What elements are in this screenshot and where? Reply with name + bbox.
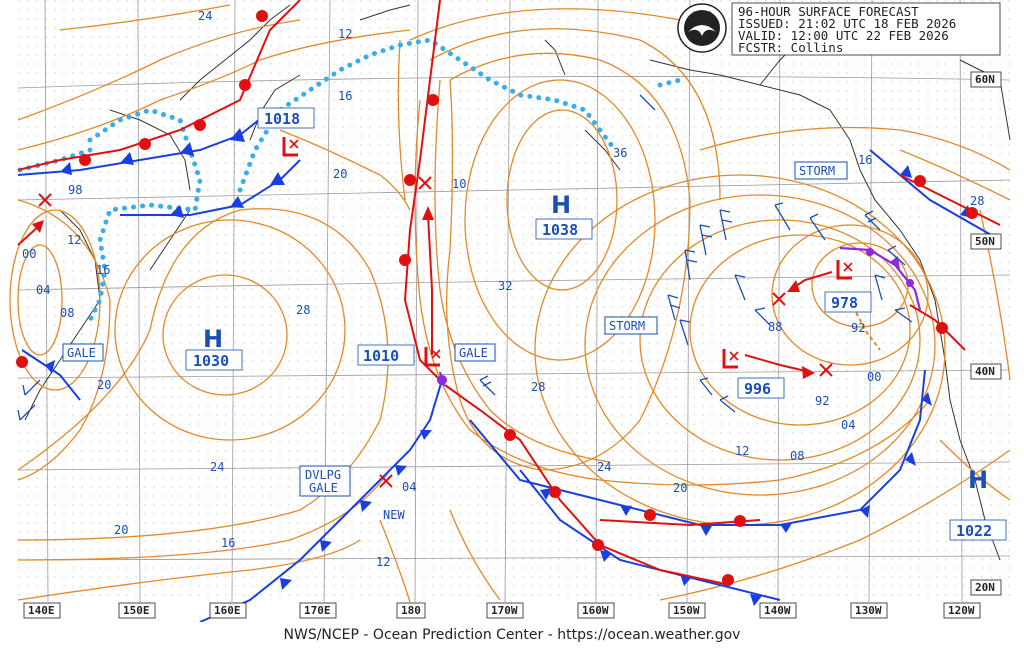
warning-dvlpg: DVLPG bbox=[305, 468, 341, 482]
isobar-label: 88 bbox=[768, 320, 782, 334]
lon-label: 180 bbox=[401, 604, 421, 617]
isobar-label: 16 bbox=[858, 153, 872, 167]
footer-credit: NWS/NCEP - Ocean Prediction Center - htt… bbox=[283, 627, 741, 643]
lon-label: 170W bbox=[491, 604, 518, 617]
pressure-value-1018: 1018 bbox=[264, 110, 300, 128]
wind-barbs bbox=[17, 94, 913, 421]
isobar-label: 24 bbox=[198, 9, 212, 23]
lat-label: 60N bbox=[975, 73, 995, 86]
forecast-header: 96-HOUR SURFACE FORECAST ISSUED: 21:02 U… bbox=[731, 2, 1001, 56]
x-marks bbox=[38, 176, 833, 488]
warning-boxes: GALE GALE STORM STORM DVLPG GALE NEW bbox=[62, 161, 848, 522]
pressure-value-978: 978 bbox=[831, 294, 858, 312]
isobar-label: 12 bbox=[376, 555, 390, 569]
isobar-label: 12 bbox=[67, 233, 81, 247]
cold-front-teeth bbox=[45, 128, 972, 618]
ice-edge bbox=[17, 37, 683, 323]
isobars bbox=[9, 4, 1011, 603]
isobar-label: 24 bbox=[210, 460, 224, 474]
isobar-label: 92 bbox=[815, 394, 829, 408]
longitude-labels: 140E 150E 160E 170E 180 170W 160W 150W 1… bbox=[23, 602, 981, 619]
header-valid: VALID: 12:00 UTC 22 FEB 2026 bbox=[738, 28, 949, 43]
track-arrows bbox=[32, 206, 815, 379]
isobar-label: 32 bbox=[498, 279, 512, 293]
isobar-label: 98 bbox=[68, 183, 82, 197]
isobar-label: 20 bbox=[333, 167, 347, 181]
isobar-label: 16 bbox=[338, 89, 352, 103]
isobar-label: 04 bbox=[841, 418, 855, 432]
header-issued: ISSUED: 21:02 UTC 18 FEB 2026 bbox=[738, 16, 956, 31]
trough bbox=[849, 299, 881, 351]
pressure-value-1030: 1030 bbox=[193, 352, 229, 370]
warning-gale-line: GALE bbox=[309, 481, 338, 495]
isobar-label: 12 bbox=[735, 444, 749, 458]
pressure-values: 1030 1038 1022 1018 1010 996 978 bbox=[185, 107, 1007, 541]
warning-storm: STORM bbox=[609, 319, 645, 333]
pressure-value-996: 996 bbox=[744, 380, 771, 398]
isobar-label: 24 bbox=[597, 460, 611, 474]
isobar-label: 36 bbox=[613, 146, 627, 160]
warm-fronts bbox=[17, 0, 1001, 586]
lon-label: 160W bbox=[582, 604, 609, 617]
lon-label: 120W bbox=[948, 604, 975, 617]
isobar-label: 04 bbox=[402, 480, 416, 494]
isobar-label: 04 bbox=[36, 283, 50, 297]
lon-label: 140W bbox=[764, 604, 791, 617]
svg-text:H: H bbox=[203, 325, 223, 353]
isobar-label: 08 bbox=[790, 449, 804, 463]
low-centers bbox=[282, 137, 853, 369]
noaa-logo-icon: NOAA bbox=[677, 3, 727, 53]
svg-text:H: H bbox=[551, 191, 571, 219]
warning-gale: GALE bbox=[67, 346, 96, 360]
svg-text:H: H bbox=[968, 466, 988, 494]
lon-label: 130W bbox=[855, 604, 882, 617]
latitude-labels: 60N 50N 40N 20N bbox=[970, 71, 1002, 596]
lat-label: 40N bbox=[975, 365, 995, 378]
logo-text: NOAA bbox=[693, 11, 713, 18]
header-forecaster: FCSTR: Collins bbox=[738, 40, 843, 55]
lon-label: 140E bbox=[28, 604, 55, 617]
isobar-label: 16 bbox=[221, 536, 235, 550]
lat-label: 50N bbox=[975, 235, 995, 248]
isobar-label: 20 bbox=[673, 481, 687, 495]
lon-label: 150W bbox=[673, 604, 700, 617]
pressure-value-1010: 1010 bbox=[363, 347, 399, 365]
isobar-label: 28 bbox=[970, 194, 984, 208]
isobar-label: 20 bbox=[114, 523, 128, 537]
isobar-label: 00 bbox=[867, 370, 881, 384]
high-centers: H H H bbox=[203, 191, 988, 494]
new-label: NEW bbox=[383, 508, 405, 522]
isobar-label: 28 bbox=[296, 303, 310, 317]
isobar-label: 20 bbox=[97, 378, 111, 392]
warning-storm: STORM bbox=[799, 164, 835, 178]
pressure-value-1022: 1022 bbox=[956, 522, 992, 540]
warm-front-bumps bbox=[16, 10, 978, 586]
lon-label: 160E bbox=[214, 604, 241, 617]
isobar-label: 12 bbox=[338, 27, 352, 41]
lat-label: 20N bbox=[975, 581, 995, 594]
isobar-label: 10 bbox=[452, 177, 466, 191]
isobar-labels: 24 12 16 20 28 24 20 16 12 32 28 24 20 1… bbox=[22, 9, 984, 569]
occluded-symbols bbox=[437, 248, 914, 385]
isobar-label: 92 bbox=[851, 321, 865, 335]
header-title: 96-HOUR SURFACE FORECAST bbox=[738, 4, 919, 19]
isobar-label: 08 bbox=[60, 306, 74, 320]
warning-gale: GALE bbox=[459, 346, 488, 360]
lon-label: 170E bbox=[304, 604, 331, 617]
pressure-value-1038: 1038 bbox=[542, 221, 578, 239]
isobar-label: 00 bbox=[22, 247, 36, 261]
isobar-label: 28 bbox=[531, 380, 545, 394]
isobar-label: 16 bbox=[96, 263, 110, 277]
lon-label: 150E bbox=[123, 604, 150, 617]
forecast-map: H H H 24 12 16 20 28 24 20 16 12 32 bbox=[9, 0, 1011, 622]
